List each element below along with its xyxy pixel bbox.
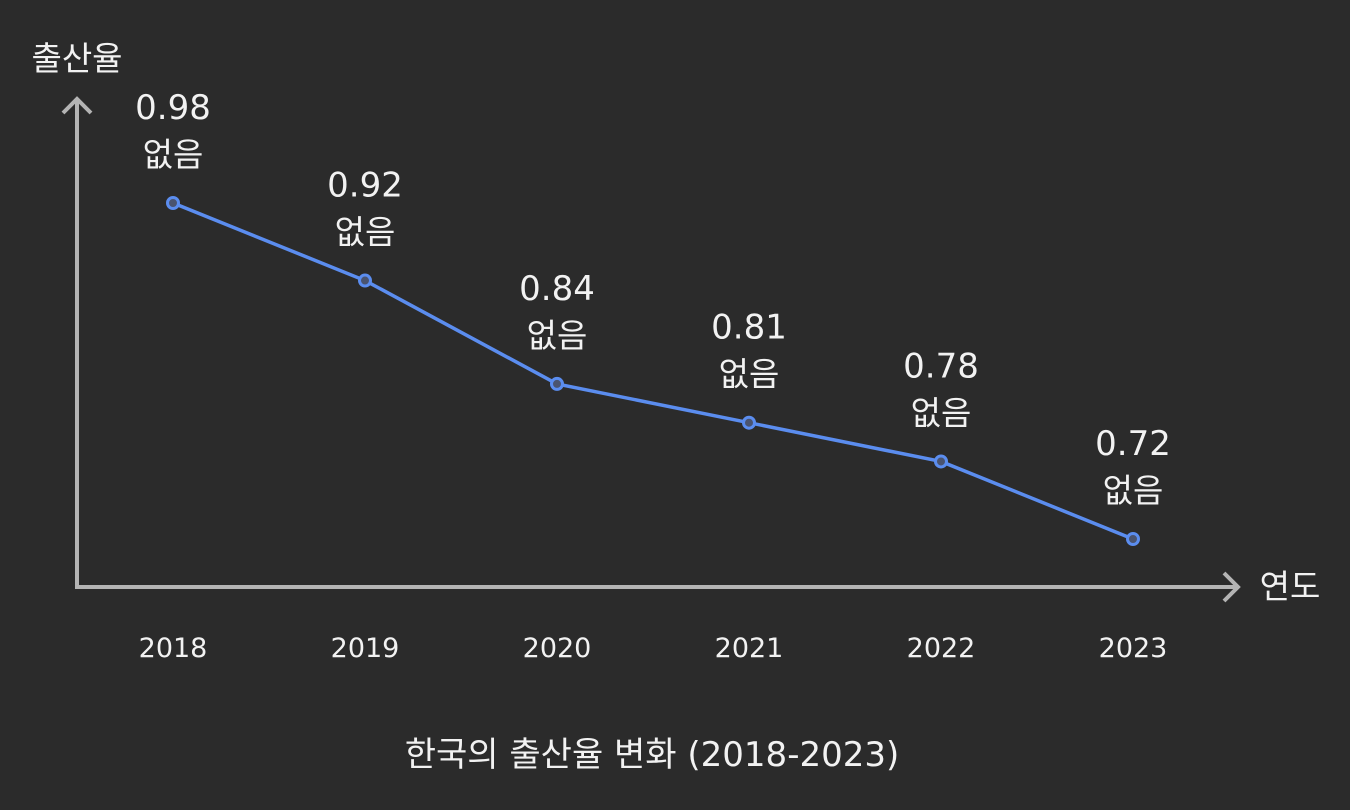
- data-annotation-label: 없음: [527, 316, 588, 355]
- data-value-label: 0.72: [1095, 424, 1171, 464]
- data-value-label: 0.92: [327, 166, 403, 206]
- y-axis-arrow-icon: [61, 96, 93, 115]
- data-annotation-label: 없음: [1103, 471, 1164, 510]
- data-value-label: 0.78: [903, 346, 979, 386]
- data-point-marker: [166, 196, 180, 210]
- data-value-label: 0.84: [519, 269, 595, 309]
- data-point-marker: [358, 273, 372, 288]
- x-axis-label: 연도: [1260, 567, 1321, 606]
- x-tick-label: 2022: [907, 633, 976, 664]
- chart-title: 한국의 출산율 변화 (2018-2023): [405, 735, 900, 775]
- data-series: [166, 196, 1140, 546]
- data-annotation-label: 없음: [719, 355, 780, 394]
- x-axis-arrow-icon: [1222, 571, 1241, 603]
- data-value-label: 0.98: [135, 88, 211, 128]
- y-axis-label: 출산율: [31, 39, 122, 78]
- x-tick-label: 2023: [1099, 633, 1168, 664]
- x-tick-label: 2019: [331, 633, 400, 664]
- data-annotation-label: 없음: [911, 393, 972, 432]
- x-tick-label: 2020: [523, 633, 592, 664]
- data-value-label: 0.81: [711, 308, 787, 348]
- series-line: [172, 201, 1134, 541]
- data-annotation-label: 없음: [335, 213, 396, 252]
- data-point-marker: [934, 454, 948, 469]
- axes: [61, 96, 1241, 603]
- data-point-marker: [742, 415, 756, 430]
- x-tick-label: 2021: [715, 633, 784, 664]
- data-point-marker: [1126, 532, 1140, 546]
- x-tick-label: 2018: [139, 633, 208, 664]
- data-labels: 0.98 없음 0.92 없음 0.84 없음 0.81 없음 0.78 없음 0.72 없음: [135, 88, 1171, 510]
- data-annotation-label: 없음: [143, 135, 204, 174]
- data-point-marker: [550, 376, 564, 391]
- x-tick-labels: 2018 2019 2020 2021 2022 2023: [139, 633, 1168, 664]
